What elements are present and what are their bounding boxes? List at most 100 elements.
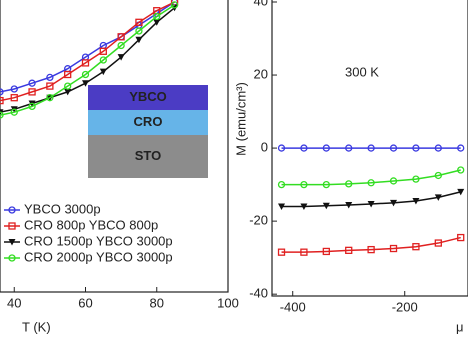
marker	[8, 206, 16, 214]
marker	[135, 27, 143, 35]
layer	[88, 135, 208, 178]
marker	[64, 70, 72, 79]
legend-label: CRO 1500p YBCO 3000p	[24, 233, 173, 248]
marker	[117, 33, 125, 41]
y-tick-label: 0	[261, 140, 268, 155]
marker	[434, 239, 442, 247]
marker	[300, 203, 308, 211]
x-axis-label: T (K)	[22, 319, 51, 334]
marker	[300, 180, 308, 189]
marker	[345, 144, 353, 152]
marker	[367, 179, 375, 187]
marker	[8, 239, 16, 246]
marker	[117, 54, 125, 61]
marker	[322, 144, 330, 152]
x-tick-label: 100	[217, 295, 239, 310]
marker	[457, 166, 465, 174]
marker	[99, 56, 107, 64]
marker	[457, 188, 465, 196]
marker	[46, 94, 54, 102]
y-axis-label: M (emu/cm³)	[233, 82, 248, 156]
marker	[300, 248, 308, 256]
x-tick-label: 80	[150, 295, 164, 310]
marker	[46, 82, 54, 90]
annotation: 300 K	[345, 64, 379, 79]
marker	[64, 88, 72, 96]
marker	[412, 243, 420, 251]
marker	[277, 248, 286, 256]
marker	[82, 80, 89, 87]
marker	[367, 245, 375, 254]
marker	[277, 144, 286, 152]
legend-label: YBCO 3000p	[24, 201, 101, 216]
y-tick-label: 40	[254, 0, 268, 8]
marker	[412, 175, 420, 183]
marker	[345, 180, 353, 188]
series-line	[0, 1, 175, 93]
marker	[28, 88, 36, 96]
series-line	[281, 236, 461, 253]
marker	[390, 199, 398, 207]
marker	[81, 59, 90, 67]
marker	[64, 82, 72, 90]
marker	[0, 111, 4, 119]
x-tick-label: -200	[392, 299, 418, 314]
marker	[322, 247, 330, 256]
marker	[99, 47, 107, 55]
series-line	[281, 169, 461, 186]
marker	[367, 200, 375, 208]
marker	[434, 171, 442, 180]
series-line	[0, 1, 175, 102]
marker	[8, 222, 16, 230]
layer-label: CRO	[134, 114, 163, 129]
layer-label: YBCO	[129, 89, 167, 104]
marker	[28, 79, 36, 87]
marker	[322, 180, 330, 189]
marker	[389, 144, 398, 152]
marker	[389, 177, 398, 185]
plot-frame	[0, 0, 229, 293]
marker	[117, 41, 125, 50]
marker	[389, 244, 398, 253]
legend-label: CRO 2000p YBCO 3000p	[24, 249, 173, 264]
series-line	[0, 4, 175, 116]
marker	[10, 94, 18, 102]
marker	[412, 198, 420, 205]
marker	[81, 70, 90, 79]
marker	[322, 202, 330, 210]
marker	[277, 180, 286, 189]
marker	[170, 1, 179, 9]
layer	[88, 110, 208, 135]
x-tick-label: -400	[280, 299, 306, 314]
marker	[345, 246, 353, 254]
x-axis-label: μ	[456, 319, 464, 334]
y-tick-label: -40	[249, 286, 268, 301]
y-tick-label: 20	[254, 66, 268, 81]
marker	[367, 144, 375, 152]
marker	[46, 73, 54, 82]
marker	[457, 233, 465, 242]
y-tick-label: -20	[249, 213, 268, 228]
x-tick-label: 40	[7, 295, 21, 310]
legend-label: CRO 800p YBCO 800p	[24, 217, 158, 232]
marker	[10, 108, 18, 116]
marker	[153, 19, 161, 26]
marker	[434, 194, 442, 201]
layer-label: STO	[135, 148, 162, 163]
marker	[412, 144, 420, 152]
marker	[0, 96, 4, 105]
marker	[434, 144, 442, 152]
layer	[88, 85, 208, 110]
plot-frame	[271, 0, 468, 297]
marker	[135, 18, 143, 26]
marker	[10, 85, 18, 93]
marker	[153, 12, 161, 21]
marker	[278, 203, 286, 211]
marker	[135, 36, 143, 44]
marker	[0, 88, 4, 96]
marker	[8, 254, 16, 262]
marker	[300, 144, 308, 152]
x-tick-label: 60	[78, 295, 92, 310]
marker	[345, 202, 353, 209]
